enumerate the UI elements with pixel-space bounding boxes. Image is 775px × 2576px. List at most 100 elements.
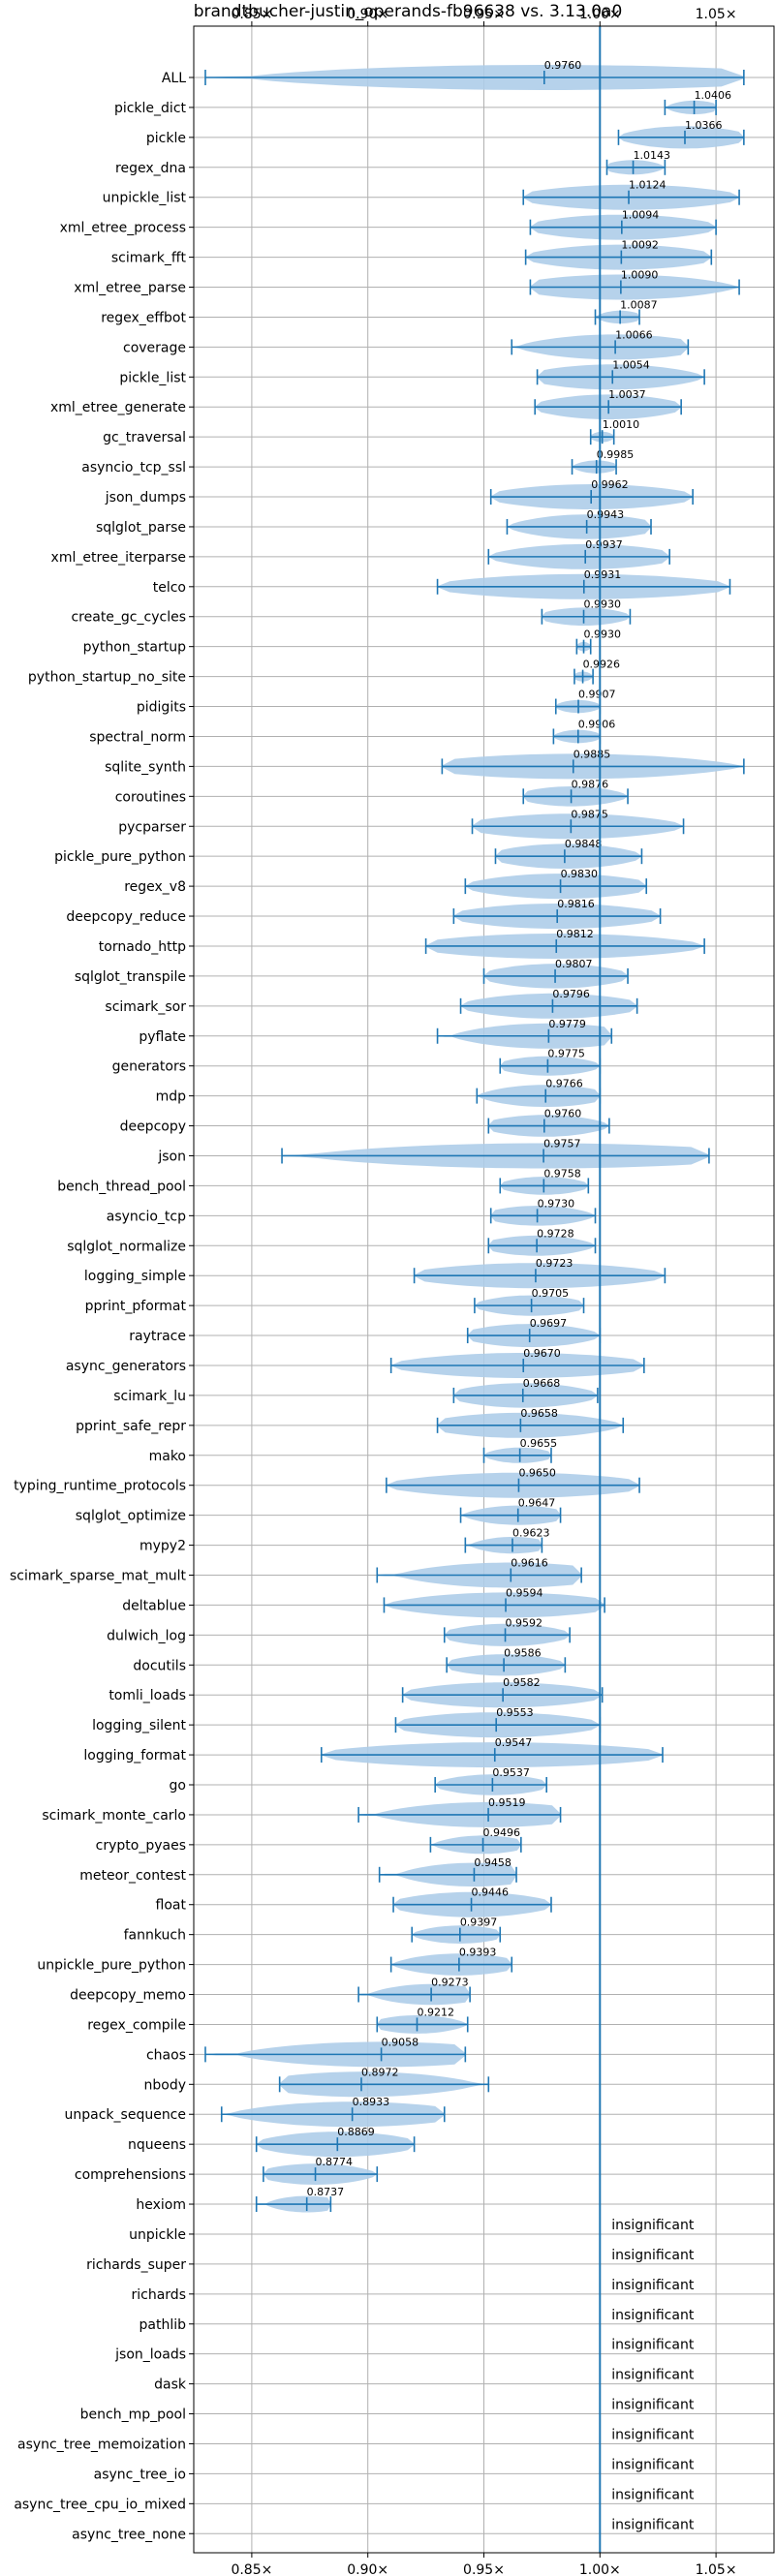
- benchmark-label: mypy2: [140, 1539, 186, 1554]
- value-label: 0.9907: [578, 689, 616, 701]
- value-label: 1.0124: [629, 179, 666, 192]
- benchmark-label: richards_super: [86, 2257, 186, 2273]
- benchmark-label: json_dumps: [105, 490, 186, 506]
- value-label: 0.9728: [537, 1227, 574, 1240]
- benchmark-label: bench_thread_pool: [57, 1179, 186, 1194]
- value-label: 0.9458: [474, 1856, 511, 1869]
- value-label: 0.9594: [506, 1586, 543, 1599]
- benchmark-label: create_gc_cycles: [71, 610, 186, 626]
- value-label: 0.9553: [496, 1706, 534, 1719]
- benchmark-label: richards: [132, 2287, 187, 2303]
- benchmark-label: tornado_http: [99, 939, 186, 955]
- value-label: 0.8774: [316, 2156, 354, 2168]
- value-label: 0.9807: [555, 958, 593, 970]
- value-label: 0.9816: [557, 898, 595, 910]
- value-label: 0.9058: [382, 2036, 419, 2048]
- benchmark-label: pickle_list: [119, 370, 186, 385]
- benchmark-label: nqueens: [128, 2137, 186, 2153]
- plot-frame: [193, 25, 775, 2554]
- x-tick-label-top: 0.85×: [231, 7, 272, 22]
- value-label: 0.9930: [584, 629, 622, 641]
- value-label: 0.9962: [591, 478, 629, 491]
- value-label: 0.9812: [556, 928, 594, 940]
- benchmark-label: regex_effbot: [101, 310, 186, 325]
- benchmark-label: json: [157, 1149, 186, 1164]
- benchmark-label: logging_silent: [92, 1718, 186, 1733]
- benchmark-label: coroutines: [115, 789, 186, 805]
- value-label: 1.0090: [621, 269, 659, 282]
- value-label: 1.0010: [603, 418, 640, 431]
- benchmark-label: pidigits: [137, 700, 186, 716]
- value-label: 0.9760: [544, 59, 582, 72]
- benchmark-label: pathlib: [140, 2317, 187, 2333]
- benchmark-label: async_tree_none: [72, 2527, 186, 2542]
- value-label: 0.9647: [518, 1497, 556, 1510]
- benchmark-label: ALL: [162, 71, 186, 86]
- x-tick-label-top: 0.90×: [347, 7, 388, 22]
- value-label: 0.9848: [565, 838, 603, 850]
- insignificant-label: insignificant: [611, 2457, 695, 2472]
- benchmark-label: regex_compile: [87, 2017, 186, 2033]
- benchmark-label: scimark_sparse_mat_mult: [10, 1569, 186, 1584]
- value-label: 0.9446: [472, 1886, 510, 1899]
- value-label: 0.9926: [583, 659, 621, 671]
- benchmark-label: pickle_pure_python: [54, 849, 186, 865]
- value-label: 0.9830: [561, 868, 599, 880]
- value-label: 0.9650: [518, 1467, 556, 1480]
- benchmark-label: pyflate: [139, 1029, 186, 1045]
- benchmark-label: scimark_lu: [113, 1389, 186, 1404]
- value-label: 1.0143: [634, 149, 671, 162]
- benchmark-label: deepcopy: [120, 1119, 186, 1135]
- value-label: 0.9655: [520, 1437, 558, 1450]
- benchmark-label: deepcopy_memo: [70, 1988, 186, 2004]
- benchmark-label: python_startup_no_site: [28, 670, 186, 686]
- benchmark-label: sqlglot_optimize: [76, 1509, 186, 1524]
- value-label: 1.0054: [612, 358, 650, 371]
- x-tick-label-bottom: 1.05×: [696, 2562, 737, 2576]
- benchmark-label: xml_etree_process: [60, 221, 186, 236]
- benchmark-label: async_tree_io: [94, 2467, 186, 2482]
- value-label: 1.0406: [695, 89, 732, 102]
- value-label: 0.9796: [552, 988, 590, 1000]
- chart-title: brandtbucher-justin_operands-fb96638 vs.…: [194, 2, 623, 21]
- value-label: 0.9519: [488, 1796, 525, 1809]
- benchmark-label: go: [170, 1778, 186, 1794]
- insignificant-label: insignificant: [611, 2487, 695, 2502]
- value-label: 0.9592: [506, 1616, 543, 1629]
- benchmark-label: async_tree_cpu_io_mixed: [14, 2497, 186, 2512]
- benchmark-label: pprint_pformat: [85, 1299, 187, 1314]
- insignificant-label: insignificant: [611, 2517, 695, 2532]
- benchmark-label: mdp: [156, 1089, 187, 1105]
- x-tick-label-top: 1.05×: [696, 7, 737, 22]
- value-label: 0.9537: [492, 1766, 530, 1779]
- value-label: 0.9730: [538, 1197, 575, 1210]
- benchmark-label: xml_etree_generate: [50, 400, 186, 415]
- value-label: 0.9586: [504, 1646, 542, 1659]
- insignificant-label: insignificant: [611, 2338, 695, 2353]
- benchmark-label: meteor_contest: [79, 1868, 186, 1884]
- value-label: 0.9393: [459, 1947, 497, 1959]
- x-tick-label-bottom: 0.95×: [463, 2562, 505, 2576]
- insignificant-label: insignificant: [611, 2278, 695, 2293]
- benchmark-label: dulwich_log: [107, 1628, 186, 1643]
- value-label: 1.0366: [685, 119, 723, 132]
- benchmark-label: generators: [112, 1059, 186, 1075]
- value-label: 0.8869: [337, 2126, 375, 2138]
- value-label: 0.9668: [523, 1377, 561, 1390]
- benchmark-label: regex_v8: [124, 879, 186, 895]
- benchmark-label: sqlglot_normalize: [67, 1239, 186, 1254]
- insignificant-label: insignificant: [611, 2398, 695, 2413]
- value-label: 1.0094: [622, 209, 660, 222]
- benchmark-label: docutils: [133, 1658, 186, 1673]
- insignificant-label: insignificant: [611, 2218, 695, 2233]
- benchmark-label: mako: [149, 1449, 186, 1464]
- value-label: 0.9705: [532, 1287, 570, 1300]
- benchmark-label: xml_etree_iterparse: [51, 550, 186, 566]
- benchmark-label: nbody: [144, 2077, 187, 2093]
- benchmark-label: telco: [153, 580, 186, 596]
- value-label: 0.9985: [597, 448, 635, 461]
- value-label: 0.9273: [431, 1977, 469, 1989]
- benchmark-label: fannkuch: [124, 1928, 186, 1944]
- value-label: 0.9697: [530, 1317, 568, 1330]
- value-label: 1.0066: [615, 328, 653, 341]
